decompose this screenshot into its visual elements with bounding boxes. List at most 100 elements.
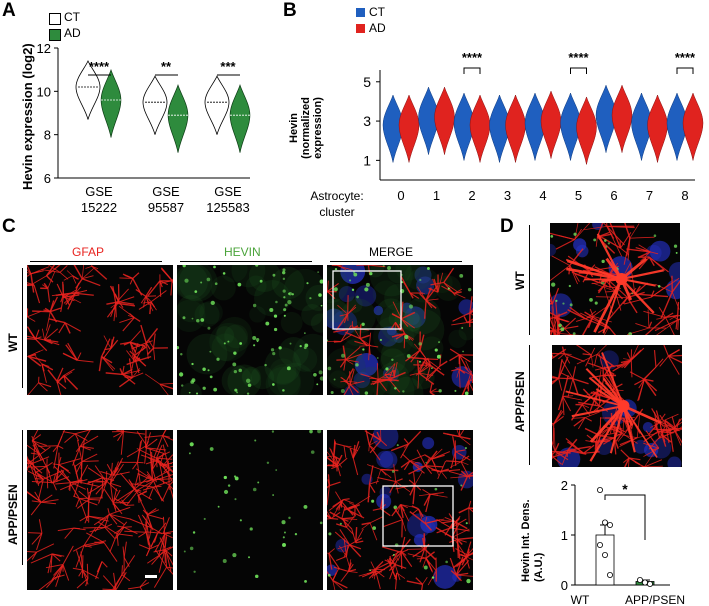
chart-a-ytick-label: 10 — [37, 84, 51, 99]
chart-b-category-label: 4 — [539, 188, 546, 203]
micrograph-merge-wt — [327, 265, 473, 395]
significance-bracket — [463, 67, 481, 74]
micrograph-hevin-wt — [177, 265, 323, 395]
chart-a-category-label: 125583 — [206, 200, 249, 215]
chart-a-category-label: 15222 — [81, 200, 117, 215]
chart-b-ylabel: expression) — [312, 97, 324, 159]
panel-label-b: B — [283, 0, 297, 21]
data-point — [597, 486, 604, 493]
chart-a-category-label: GSE — [152, 184, 180, 199]
zoom-box — [332, 270, 402, 330]
violin-ad — [229, 84, 251, 153]
row-line-app-d — [529, 345, 530, 465]
significance-stars: **** — [675, 50, 696, 65]
legend-ad-swatch-a — [49, 29, 61, 41]
chart-b-category-label: 5 — [575, 188, 582, 203]
chart-a-category-label: 95587 — [148, 200, 184, 215]
panel-label-c: C — [2, 216, 16, 237]
channel-underline-merge — [330, 261, 462, 262]
violin-ad — [505, 94, 526, 163]
micrograph-texture — [177, 265, 323, 395]
violin-ad — [398, 94, 420, 163]
data-point — [637, 577, 644, 584]
chart-a-category-label: GSE — [214, 184, 242, 199]
chart-b-category-label: 8 — [681, 188, 688, 203]
chart-b-category-label: 3 — [504, 188, 511, 203]
data-point — [607, 572, 614, 579]
chart-d-ytick-label: 1 — [561, 528, 568, 543]
chart-b-ytick-label: 5 — [363, 74, 371, 90]
violin-ad — [167, 84, 189, 153]
zoom-box — [382, 485, 454, 547]
significance-bracket — [570, 67, 587, 74]
legend-ct-label-b: CT — [369, 5, 385, 19]
data-point — [602, 519, 609, 526]
significance-stars: **** — [568, 50, 589, 65]
chart-b-xlabel: Astrocyte: — [310, 189, 363, 203]
legend-ad-swatch-b — [356, 24, 365, 33]
violin-ad — [469, 94, 491, 163]
significance-stars: **** — [89, 59, 110, 74]
row-line-wt-d — [529, 225, 530, 335]
significance-bracket — [604, 494, 646, 540]
chart-a-ylabel: Hevin expression (log2) — [20, 43, 35, 190]
chart-a-category-label: GSE — [85, 184, 113, 199]
micrograph-zoom-app — [552, 345, 682, 467]
significance-bracket — [676, 67, 694, 74]
significance-stars: **** — [462, 50, 483, 65]
data-point — [597, 542, 604, 549]
data-point — [602, 552, 609, 559]
data-point — [607, 522, 614, 529]
legend-ct-label-a: CT — [64, 10, 80, 24]
row-label-wt-d: WT — [513, 271, 527, 290]
legend-ct-swatch-a — [49, 13, 61, 25]
violin-ad — [611, 84, 633, 153]
legend-ad-label-a: AD — [64, 26, 81, 40]
micrograph-texture — [327, 265, 473, 395]
chart-d-ytick-label: 2 — [561, 478, 568, 493]
micrograph-zoom-wt — [550, 223, 680, 335]
chart-b-category-label: 2 — [468, 188, 475, 203]
micrograph-texture — [27, 265, 173, 395]
chart-b-ylabel: Hevin — [288, 113, 300, 143]
chart-b-category-label: 6 — [610, 188, 617, 203]
chart-d-ytick-label: 0 — [561, 578, 568, 593]
micrograph-texture — [550, 223, 680, 335]
violin-ct — [204, 75, 230, 135]
chart-b-ytick-label: 1 — [363, 152, 371, 168]
violin-ct — [75, 60, 101, 120]
chart-b-category-label: 1 — [433, 188, 440, 203]
violin-ad — [100, 68, 122, 138]
micrograph-merge-app — [327, 430, 473, 590]
violin-ad — [682, 92, 704, 161]
micrograph-hevin-app — [177, 430, 323, 590]
chart-d-category-label: APP/PSEN — [625, 593, 685, 606]
micrograph-texture — [27, 430, 173, 590]
micrograph-gfap-app — [27, 430, 173, 590]
chart-d-ylabel: Hevin Int. Dens. (A.U.) — [520, 499, 545, 582]
panel-label-d: D — [500, 216, 514, 237]
significance-stars: * — [622, 481, 628, 497]
channel-label-gfap: GFAP — [72, 245, 105, 259]
scale-bar — [145, 575, 157, 578]
chart-b-ylabel: (normalized — [300, 97, 312, 159]
violin-ad — [576, 96, 597, 165]
chart-d-category-label: WT — [571, 593, 590, 606]
channel-underline-hevin — [180, 261, 312, 262]
data-point — [647, 581, 654, 588]
micrograph-texture — [552, 345, 682, 467]
violin-ad — [434, 86, 455, 155]
panel-label-a: A — [2, 0, 16, 21]
row-line-wt-c — [22, 268, 23, 388]
chart-b: 1 3 5 Hevin (normalized expression) Astrocyte:… — [288, 50, 704, 219]
data-point — [642, 579, 649, 586]
chart-b-ytick-label: 3 — [363, 113, 371, 129]
violin-ct — [142, 75, 168, 135]
legend-ad-label-b: AD — [369, 21, 386, 35]
channel-underline-gfap — [30, 261, 162, 262]
row-label-app-d: APP/PSEN — [513, 371, 527, 432]
chart-a-ytick-label: 8 — [44, 128, 51, 143]
chart-d: 0 1 2 WT APP/PSEN * — [561, 478, 685, 606]
row-label-wt-c: WT — [6, 333, 20, 352]
